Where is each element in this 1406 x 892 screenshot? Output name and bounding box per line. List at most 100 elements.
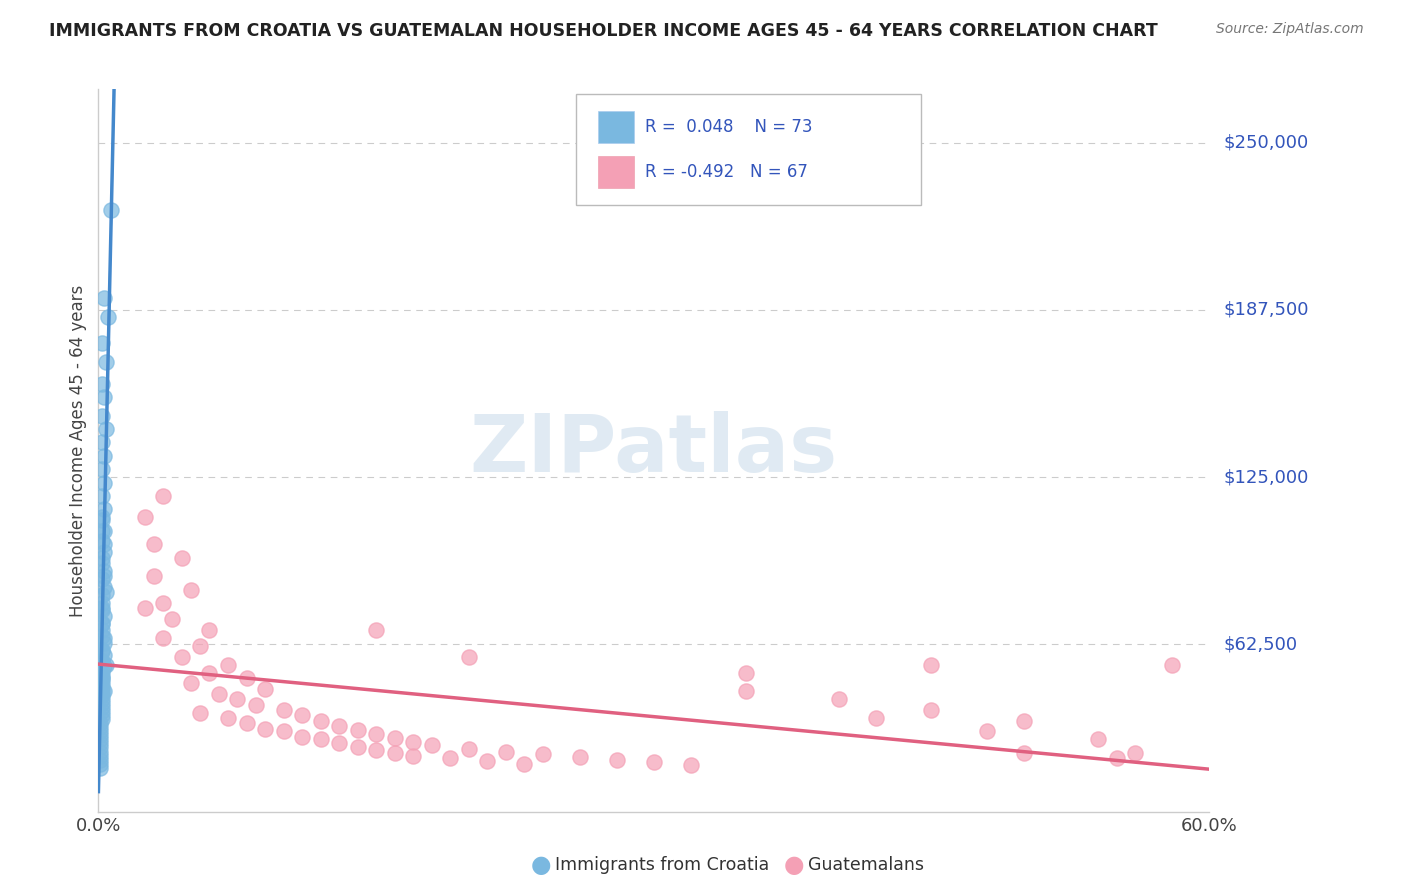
Point (217, 657, 239, 672)
Point (976, 724, 998, 739)
Point (91, 676, 114, 690)
Point (328, 737, 350, 751)
Point (94, 422, 117, 436)
Point (91, 510, 114, 524)
Point (91, 603, 114, 617)
Point (93, 684, 115, 698)
Point (439, 751, 461, 765)
Point (495, 744, 517, 758)
Point (143, 569, 166, 583)
Point (89, 724, 111, 739)
Point (273, 724, 295, 739)
Text: R = -0.492   N = 67: R = -0.492 N = 67 (645, 163, 808, 181)
Point (91, 644, 114, 658)
Point (91, 556, 114, 570)
Point (91, 534, 114, 549)
Point (1012, 714, 1035, 728)
Point (94, 355, 117, 369)
Point (162, 612, 184, 626)
Point (100, 202, 122, 217)
Point (94, 657, 117, 672)
Point (735, 665, 758, 680)
Point (89, 721, 111, 735)
Point (93, 564, 115, 578)
Point (93, 631, 115, 645)
Point (152, 489, 174, 503)
Point (828, 692, 851, 706)
Point (93, 475, 115, 490)
Point (91, 623, 114, 637)
Point (420, 738, 443, 752)
Point (93, 648, 115, 662)
Point (93, 291, 115, 305)
Point (93, 545, 115, 559)
Point (402, 748, 425, 763)
Point (91, 664, 114, 679)
Point (679, 758, 702, 772)
Point (93, 609, 115, 624)
Point (309, 714, 332, 728)
Point (170, 550, 193, 565)
Point (91, 696, 114, 710)
Point (93, 569, 115, 583)
Point (366, 727, 388, 741)
Point (89, 756, 111, 771)
Point (91, 653, 114, 667)
Point (208, 687, 231, 701)
Point (346, 740, 368, 755)
Point (273, 703, 295, 717)
Point (93, 537, 115, 551)
Point (91, 596, 114, 610)
Point (91, 689, 114, 703)
Point (226, 692, 249, 706)
Point (91, 684, 114, 698)
Point (91, 572, 114, 586)
Point (91, 376, 114, 391)
Point (134, 601, 156, 615)
Point (89, 732, 111, 747)
Point (89, 753, 111, 767)
Point (91, 601, 114, 615)
Point (198, 623, 221, 637)
Point (217, 711, 239, 725)
Text: Immigrants from Croatia: Immigrants from Croatia (555, 856, 769, 874)
Point (93, 390, 115, 404)
Point (366, 623, 388, 637)
Point (91, 336, 114, 351)
Point (328, 719, 350, 733)
Point (89, 728, 111, 742)
Point (91, 708, 114, 723)
Point (91, 668, 114, 682)
Point (1105, 751, 1128, 765)
Point (235, 671, 257, 685)
Point (180, 582, 202, 597)
Point (921, 703, 943, 717)
Point (93, 636, 115, 650)
Point (152, 631, 174, 645)
Point (91, 712, 114, 726)
Point (188, 706, 211, 720)
Point (366, 743, 388, 757)
Point (253, 681, 276, 696)
Text: $125,000: $125,000 (1225, 468, 1309, 486)
Text: $250,000: $250,000 (1225, 134, 1309, 152)
Point (188, 639, 211, 653)
Text: ZIPatlas: ZIPatlas (470, 411, 838, 490)
Point (97, 310, 120, 324)
Point (93, 524, 115, 538)
Point (91, 630, 114, 644)
Point (475, 754, 499, 768)
Point (89, 740, 111, 755)
Point (143, 537, 166, 551)
Point (384, 746, 406, 760)
Text: ●: ● (785, 854, 804, 877)
Point (91, 435, 114, 450)
Text: $187,500: $187,500 (1225, 301, 1309, 319)
Point (91, 409, 114, 423)
Point (91, 489, 114, 503)
Text: Guatemalans: Guatemalans (808, 856, 925, 874)
Point (89, 760, 111, 774)
Point (291, 730, 314, 744)
Text: Source: ZipAtlas.com: Source: ZipAtlas.com (1216, 22, 1364, 37)
Point (457, 649, 479, 664)
